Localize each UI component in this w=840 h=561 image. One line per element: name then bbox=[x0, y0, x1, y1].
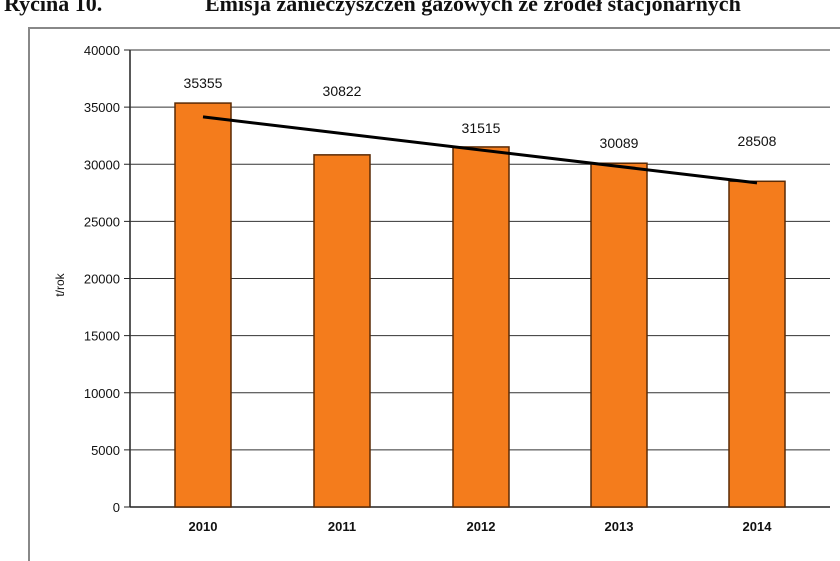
y-tick-label: 5000 bbox=[91, 443, 120, 458]
y-tick-label: 15000 bbox=[84, 329, 120, 344]
trendline-line bbox=[202, 115, 758, 185]
data-label: 31515 bbox=[462, 120, 501, 136]
x-tick-label: 2011 bbox=[328, 519, 356, 534]
y-tick-label: 20000 bbox=[84, 272, 120, 287]
bar bbox=[174, 102, 232, 508]
figure-title: Emisja zanieczyszczeń gazowych ze źródeł… bbox=[205, 0, 741, 16]
bar bbox=[452, 146, 510, 508]
bar bbox=[313, 154, 371, 508]
chart-frame bbox=[28, 27, 840, 561]
x-tick-label: 2010 bbox=[189, 519, 218, 534]
y-tick-label: 40000 bbox=[84, 43, 120, 58]
y-tick-label: 30000 bbox=[84, 157, 120, 172]
y-axis-title: t/rok bbox=[53, 272, 67, 296]
data-label: 30089 bbox=[600, 135, 639, 151]
x-tick-label: 2013 bbox=[605, 519, 634, 534]
trendline bbox=[202, 115, 758, 185]
data-label: 30822 bbox=[323, 83, 362, 99]
y-tick-label: 25000 bbox=[84, 214, 120, 229]
x-tick-label: 2014 bbox=[743, 519, 773, 534]
y-tick-label: 10000 bbox=[84, 386, 120, 401]
data-label: 28508 bbox=[738, 133, 777, 149]
y-tick-label: 0 bbox=[113, 500, 120, 515]
x-tick-label: 2012 bbox=[467, 519, 496, 534]
data-label: 35355 bbox=[184, 75, 223, 91]
figure-number: Rycina 10. bbox=[4, 0, 103, 16]
figure-caption: Rycina 10. Emisja zanieczyszczeń gazowyc… bbox=[0, 0, 840, 26]
y-tick-label: 35000 bbox=[84, 100, 120, 115]
labels: 0 5000 10000 15000 20000 25000 30000 35000 40000… bbox=[53, 43, 777, 534]
bar bbox=[728, 180, 786, 508]
bar bbox=[590, 162, 648, 508]
bars bbox=[174, 102, 786, 508]
